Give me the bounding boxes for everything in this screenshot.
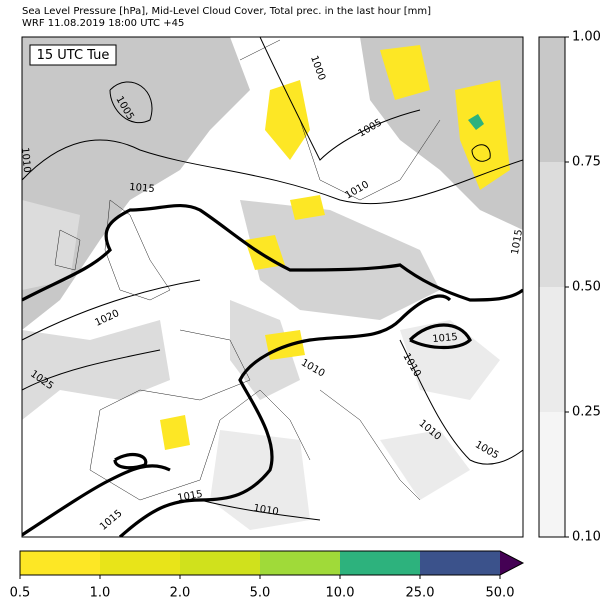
colorbar-segment bbox=[20, 551, 101, 575]
colorbar-tick-label: 25.0 bbox=[406, 586, 435, 601]
isobar-1015 bbox=[22, 203, 523, 537]
cloud-areas bbox=[22, 37, 523, 530]
colorbar-segment bbox=[100, 551, 181, 575]
isobar-label: 1015 bbox=[177, 489, 204, 504]
colorbar-tick-label: 0.50 bbox=[572, 280, 601, 295]
colorbar-tick-label: 5.0 bbox=[250, 586, 271, 601]
colorbar-tick-label: 1.00 bbox=[572, 30, 601, 45]
precip-colorbar: 0.5 1.0 2.0 5.0 10.0 25.0 50.0 bbox=[10, 550, 525, 601]
isobar-label: 1015 bbox=[510, 229, 525, 256]
colorbar-segment bbox=[420, 551, 501, 575]
colorbar-extension bbox=[500, 551, 523, 575]
colorbar-frame bbox=[19, 550, 525, 576]
colorbar-segment bbox=[539, 162, 565, 287]
isobar-label: 1010 bbox=[19, 147, 32, 173]
colorbar-segment bbox=[539, 287, 565, 412]
colorbar-tick-label: 2.0 bbox=[170, 586, 191, 601]
colorbar-segment bbox=[340, 551, 421, 575]
colorbar-segment bbox=[260, 551, 341, 575]
precip-areas bbox=[160, 45, 510, 450]
colorbar-segment bbox=[180, 551, 261, 575]
isobar-label: 1010 bbox=[252, 503, 279, 518]
colorbar-tick-label: 10.0 bbox=[326, 586, 355, 601]
colorbar-segment bbox=[539, 37, 565, 162]
colorbar-tick-label: 1.0 bbox=[90, 586, 111, 601]
isobar-label: 1015 bbox=[129, 182, 155, 195]
colorbar-segment bbox=[539, 412, 565, 537]
colorbar-tick-label: 0.75 bbox=[572, 155, 601, 170]
colorbar-tick-label: 0.10 bbox=[572, 530, 601, 545]
isobar-label: 1015 bbox=[432, 332, 458, 345]
isobars bbox=[22, 37, 523, 521]
colorbar-tick-label: 50.0 bbox=[486, 586, 515, 601]
title: Sea Level Pressure [hPa], Mid-Level Clou… bbox=[22, 6, 431, 17]
colorbar-tick-label: 0.5 bbox=[10, 586, 31, 601]
cloud-colorbar: 0.10 0.25 0.50 0.75 1.00 bbox=[538, 30, 601, 545]
subtitle: WRF 11.08.2019 18:00 UTC +45 bbox=[22, 18, 184, 29]
colorbar-tick-label: 0.25 bbox=[572, 405, 601, 420]
time-label: 15 UTC Tue bbox=[37, 48, 110, 63]
